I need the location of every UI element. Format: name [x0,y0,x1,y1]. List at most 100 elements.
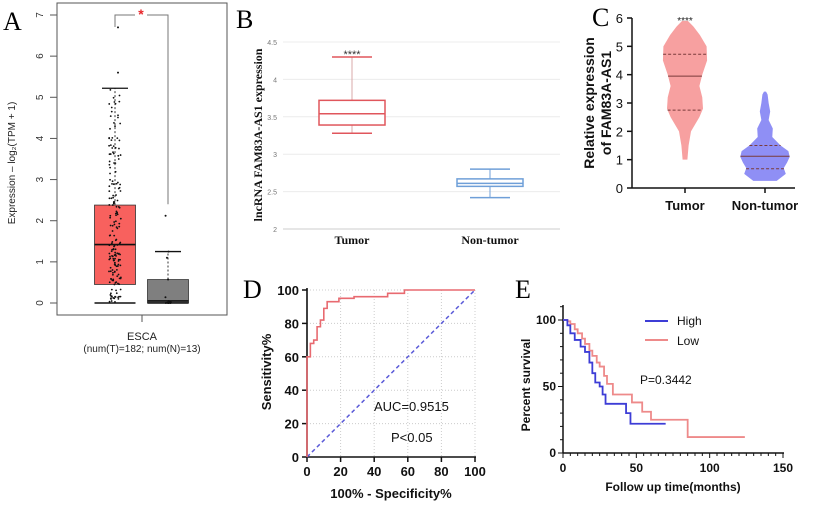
a-data-point [110,295,113,298]
d-ylabel: Sensitivity% [259,333,274,410]
c-ylabel-line2: of FAM83A-AS1 [598,51,614,155]
a-data-point [113,223,116,226]
a-ylabel: Expression – log₂(TPM + 1) [7,102,18,225]
a-xsub: (num(T)=182; num(N)=13) [83,344,200,355]
d-xtick-label: 80 [434,464,448,479]
b-xtick-nontumor: Non-tumor [461,233,519,247]
c-ytick-label: 0 [616,181,623,196]
a-data-point [169,302,172,304]
a-data-point [117,282,119,285]
a-data-point [108,163,111,166]
panel-label-b: B [236,5,253,34]
d-xtick-label: 0 [303,464,310,479]
e-xtick-label: 150 [773,461,793,475]
a-data-point [110,250,113,253]
a-ytick-label: 1 [35,259,46,265]
a-data-point [116,181,119,184]
a-data-point [108,234,111,237]
a-data-point [110,288,113,291]
a-ytick-label: 7 [35,12,46,18]
d-xtick-label: 100 [464,464,486,479]
a-data-point [118,100,121,103]
panel-e: Percent survival Follow up time(months) … [519,305,793,494]
a-data-point [109,270,112,273]
c-xtick-nontumor: Non-tumor [732,198,798,213]
a-data-point [116,137,119,140]
a-data-point [111,230,114,232]
e-survival-curve-high [563,319,666,425]
e-p-annotation: P=0.3442 [640,373,692,387]
a-data-point [117,273,120,276]
a-data-point [119,264,122,267]
a-data-point [109,88,112,91]
a-data-point [119,217,122,220]
a-data-point [113,234,116,237]
a-data-point [112,273,114,276]
a-data-point [118,295,120,298]
a-significance: * [138,6,144,22]
d-xtick-label: 20 [333,464,347,479]
b-significance: **** [343,49,361,61]
a-significance-bracket [114,14,169,205]
a-ytick-label: 5 [35,94,46,100]
a-data-point [115,289,117,292]
d-ytick-label: 0 [292,450,299,465]
a-box-N [147,279,189,304]
a-data-point [113,297,116,300]
a-data-point [109,172,111,175]
b-ytick-label: 3.5 [267,115,277,122]
a-data-point [114,248,117,251]
a-data-point [114,251,117,254]
a-data-point [108,252,111,255]
a-data-point [109,257,112,260]
a-data-point [110,197,113,200]
b-ytick-label: 3 [273,152,277,159]
a-data-point [117,154,120,157]
a-data-point [111,136,114,139]
a-data-point [108,103,111,105]
d-auc-annotation: AUC=0.9515 [374,399,449,414]
a-data-point [115,292,118,295]
a-data-point [109,127,111,130]
a-data-point [114,300,116,303]
a-data-point [115,265,118,268]
a-data-point [109,214,112,217]
a-data-point [118,225,121,228]
a-data-point [112,257,115,260]
a-data-point [109,144,112,147]
a-ytick-label: 0 [35,300,46,306]
a-data-point [110,277,112,280]
a-data-point [116,244,119,246]
a-data-point [112,259,115,262]
a-data-point [118,242,121,245]
a-data-point [112,145,115,147]
e-legend: High Low [645,314,702,348]
a-data-point [108,244,111,247]
a-data-point [108,270,110,273]
a-data-point [113,101,116,103]
a-data-point [167,302,170,304]
a-data-point [113,261,116,264]
a-data-point [164,214,167,217]
legend-label-low: Low [677,334,699,348]
a-data-point [164,296,167,299]
d-ytick-label: 80 [285,316,299,331]
d-xlabel: 100% - Specificity% [330,486,452,501]
a-data-point [109,166,112,169]
a-data-point [111,224,114,227]
a-data-point [111,240,114,243]
a-data-point [109,292,112,295]
e-ytick-label: 0 [549,446,556,460]
c-ytick-label: 4 [616,68,623,83]
a-data-point [108,204,111,206]
a-data-point [119,277,122,280]
a-data-point [108,160,111,163]
e-ytick-label: 50 [543,380,557,394]
a-data-point [112,152,115,155]
a-data-point [111,180,114,183]
a-data-point [109,224,112,227]
a-data-point [119,295,122,298]
a-data-point [114,170,117,173]
a-data-point [109,178,111,181]
c-violin-Tumor [662,20,708,160]
